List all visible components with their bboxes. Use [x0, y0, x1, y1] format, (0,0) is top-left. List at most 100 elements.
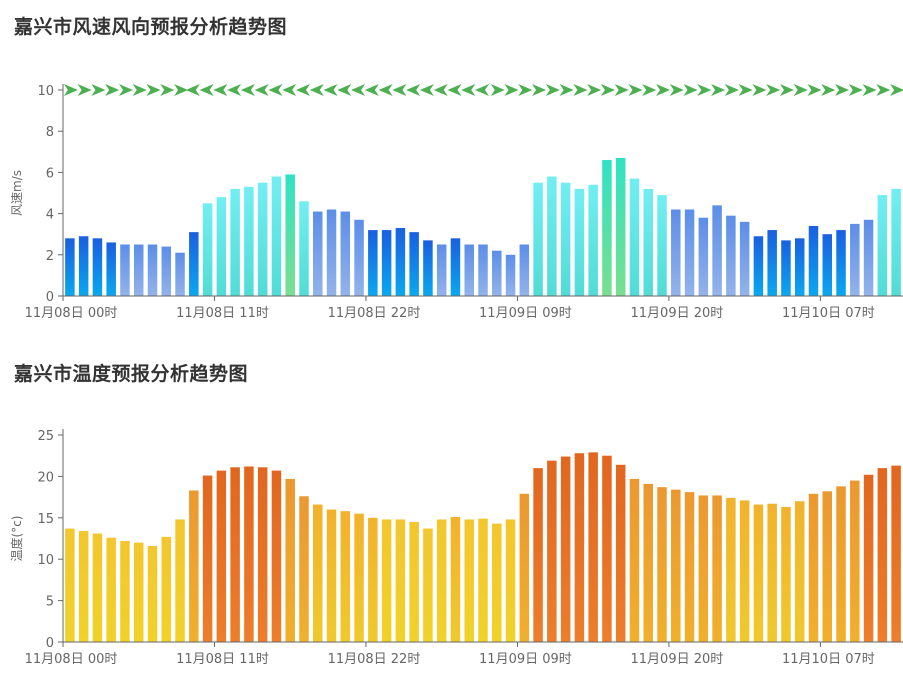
arrow-icon	[309, 84, 324, 96]
arrow-icon	[779, 84, 794, 96]
bar	[505, 519, 516, 642]
bar	[326, 209, 337, 296]
bar	[92, 533, 103, 642]
arrow-icon	[724, 84, 739, 96]
arrow-icon	[490, 84, 505, 96]
arrow-icon	[573, 84, 588, 96]
arrow-icon	[268, 84, 283, 96]
bar	[147, 244, 158, 296]
bar	[698, 217, 709, 296]
bar	[781, 240, 791, 296]
bar	[326, 509, 337, 642]
x-tick-label: 11月08日 00时	[25, 306, 118, 321]
arrow-icon	[793, 84, 808, 96]
bar	[368, 517, 378, 642]
arrow-icon	[587, 84, 602, 96]
bar	[781, 507, 791, 642]
bar	[133, 542, 144, 642]
bar	[409, 232, 419, 296]
bar	[368, 230, 378, 296]
bar	[822, 491, 833, 642]
arrow-icon	[447, 84, 462, 96]
arrow-icon	[213, 84, 228, 96]
bar	[850, 480, 860, 642]
bar	[698, 495, 709, 642]
bar	[767, 503, 777, 642]
bar	[602, 455, 612, 642]
arrow-icon	[532, 84, 547, 96]
bar	[891, 465, 901, 642]
arrow-icon	[351, 84, 366, 96]
arrow-icon	[821, 84, 836, 96]
bar	[78, 236, 89, 296]
x-tick-label: 11月08日 11时	[176, 652, 269, 667]
bar	[450, 516, 461, 642]
bar	[547, 460, 557, 642]
bar	[313, 211, 323, 296]
bar	[519, 244, 530, 296]
y-tick-label: 8	[46, 125, 54, 140]
y-tick-label: 6	[46, 166, 54, 181]
bar	[423, 528, 433, 642]
bar	[478, 518, 488, 642]
bar	[753, 504, 764, 642]
arrow-icon	[738, 84, 753, 96]
arrow-icon	[475, 84, 489, 96]
arrow-icon	[628, 84, 643, 96]
bar	[602, 160, 612, 296]
arrow-icon	[295, 84, 310, 96]
x-tick-label: 11月09日 09时	[479, 306, 572, 321]
arrow-icon	[199, 84, 214, 96]
bar	[189, 232, 199, 296]
x-tick-label: 11月08日 22时	[328, 652, 421, 667]
bar	[423, 240, 433, 296]
bar	[92, 238, 103, 296]
arrow-icon	[378, 84, 393, 96]
bar	[120, 244, 130, 296]
y-tick-label: 2	[46, 249, 54, 264]
bar	[505, 254, 516, 296]
arrow-icon	[174, 84, 189, 96]
arrow-icon	[364, 84, 379, 96]
arrow-icon	[77, 84, 92, 96]
bar	[767, 230, 777, 296]
bar	[712, 205, 722, 296]
bar	[794, 501, 805, 642]
bar	[891, 188, 901, 296]
bar	[877, 468, 888, 642]
bar	[244, 186, 254, 296]
bar	[271, 470, 282, 642]
arrow-icon	[848, 84, 863, 96]
x-tick-label: 11月08日 11时	[176, 306, 269, 321]
bar	[588, 452, 598, 642]
bar	[106, 242, 116, 296]
arrow-icon	[132, 84, 147, 96]
bar	[547, 176, 557, 296]
bar	[340, 211, 351, 296]
bar	[189, 490, 199, 642]
bar	[354, 219, 364, 296]
arrow-icon	[600, 84, 615, 96]
bar	[395, 519, 406, 642]
arrow-icon	[642, 84, 657, 96]
arrow-icon	[118, 84, 133, 96]
arrow-icon	[559, 84, 574, 96]
arrow-icon	[752, 84, 767, 96]
y-tick-label: 20	[37, 470, 54, 485]
y-axis-label: 风速m/s	[10, 170, 24, 216]
bar	[629, 478, 640, 642]
wind-chart-title: 嘉兴市风速风向预报分析趋势图	[14, 16, 288, 38]
bar	[588, 184, 598, 296]
arrow-icon	[656, 84, 671, 96]
bar	[175, 519, 185, 642]
bar	[712, 495, 722, 642]
arrow-icon	[419, 84, 434, 96]
bar	[340, 511, 351, 642]
arrow-icon	[876, 84, 891, 96]
bar	[574, 188, 585, 296]
bar	[643, 188, 653, 296]
y-tick-label: 0	[46, 636, 54, 651]
temperature-chart-title: 嘉兴市温度预报分析趋势图	[14, 363, 249, 385]
arrow-icon	[807, 84, 822, 96]
arrow-icon	[282, 84, 297, 96]
